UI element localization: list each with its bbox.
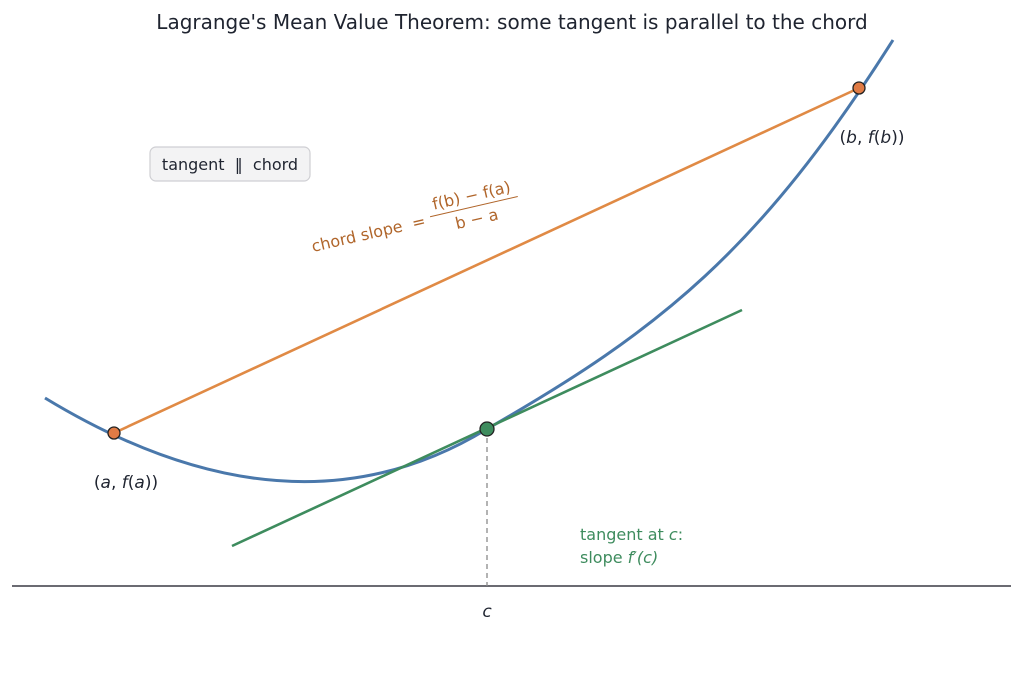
- point-c: [479, 421, 495, 437]
- chord-line: [113, 86, 860, 435]
- chord-slope-denominator: b − a: [453, 205, 500, 233]
- chord-slope-fraction-bar: [429, 196, 518, 218]
- badge-text: tangent ‖ chord: [162, 155, 298, 174]
- point-b: [852, 81, 866, 95]
- tangent-slope-label: tangent at c: slope f′(c): [580, 525, 683, 567]
- c-axis-label: c: [482, 602, 492, 622]
- diagram-title: Lagrange's Mean Value Theorem: some tang…: [156, 10, 867, 34]
- tangent-label-line1: tangent at c:: [580, 525, 683, 544]
- chord-slope-text: chord slope =: [310, 211, 428, 256]
- point-a-label: (a, f(a)): [94, 473, 158, 493]
- parallel-badge: tangent ‖ chord: [149, 146, 311, 182]
- point-a: [107, 426, 121, 440]
- chord-slope-numerator: f(b) − f(a): [430, 177, 512, 213]
- tangent-label-line2: slope f′(c): [580, 548, 658, 567]
- chord-slope-label: chord slope = f(b) − f(a) b − a: [310, 177, 518, 256]
- point-b-label: (b, f(b)): [840, 128, 905, 148]
- function-curve: [44, 39, 895, 484]
